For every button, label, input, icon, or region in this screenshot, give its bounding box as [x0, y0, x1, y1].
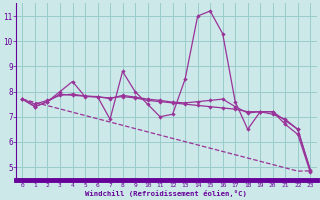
X-axis label: Windchill (Refroidissement éolien,°C): Windchill (Refroidissement éolien,°C): [85, 190, 247, 197]
